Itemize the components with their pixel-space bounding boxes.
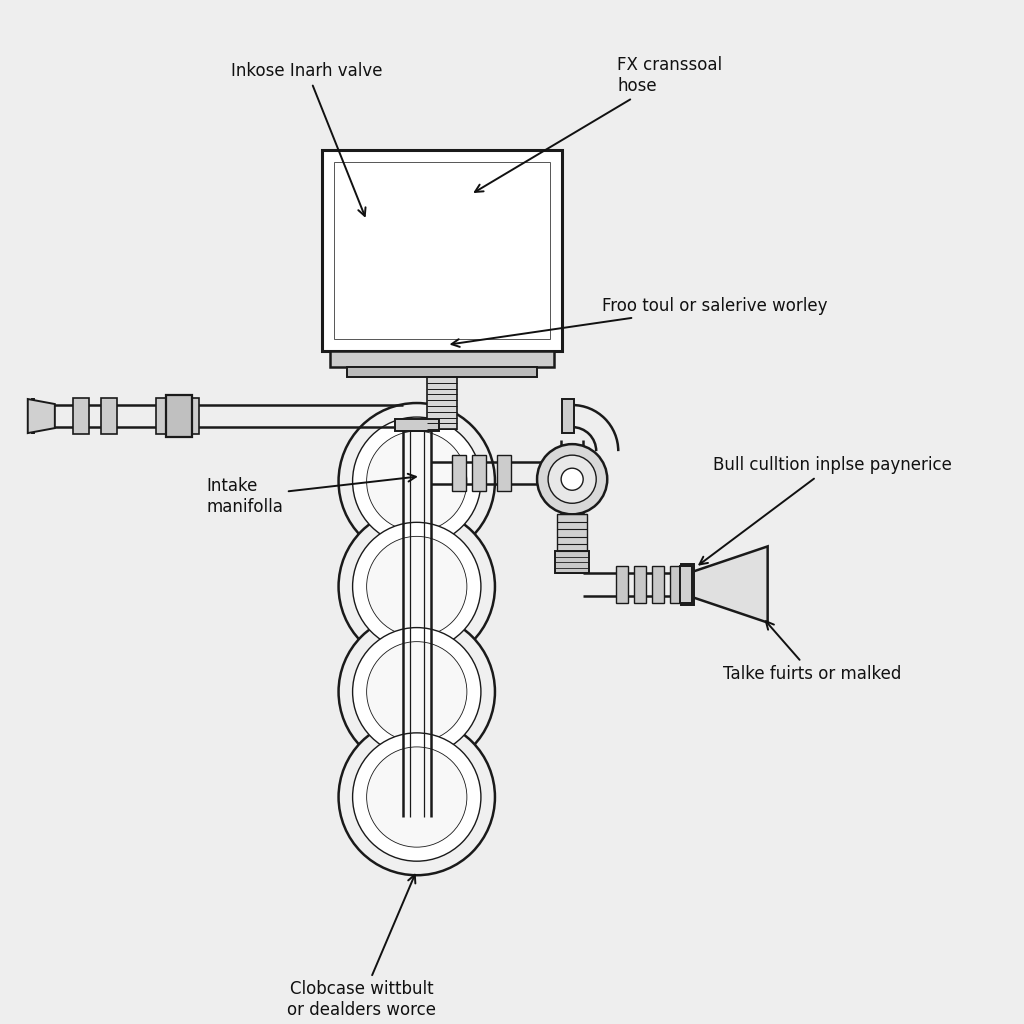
Polygon shape	[28, 399, 55, 433]
Bar	[452, 455, 466, 492]
Circle shape	[367, 642, 467, 741]
Bar	[322, 151, 562, 351]
Circle shape	[367, 746, 467, 847]
Bar	[616, 566, 629, 602]
Circle shape	[339, 613, 495, 770]
Circle shape	[367, 431, 467, 531]
Bar	[427, 377, 457, 429]
Text: Inkose Inarh valve: Inkose Inarh valve	[231, 62, 383, 216]
Bar	[472, 455, 486, 492]
Circle shape	[537, 444, 607, 514]
Bar	[330, 351, 554, 367]
Bar	[346, 367, 537, 377]
Circle shape	[339, 719, 495, 876]
Bar	[183, 398, 200, 434]
Text: FX cranssoal
hose: FX cranssoal hose	[475, 56, 722, 191]
Polygon shape	[690, 547, 768, 623]
Circle shape	[352, 628, 481, 756]
Text: Bull culltion inplse paynerice: Bull culltion inplse paynerice	[699, 457, 951, 564]
Bar	[652, 566, 665, 602]
Bar	[166, 395, 193, 437]
Text: Intake
manifolla: Intake manifolla	[206, 474, 416, 516]
Bar	[671, 566, 682, 602]
Bar	[680, 566, 692, 602]
Circle shape	[352, 522, 481, 650]
Circle shape	[352, 733, 481, 861]
Circle shape	[352, 417, 481, 546]
Bar	[101, 398, 117, 434]
Bar	[681, 564, 694, 604]
Text: Clobcase wittbult
or dealders worce: Clobcase wittbult or dealders worce	[287, 874, 436, 1019]
Circle shape	[548, 455, 596, 503]
Bar	[562, 399, 574, 433]
Circle shape	[561, 468, 584, 490]
Bar	[555, 458, 589, 470]
Bar	[73, 398, 89, 434]
Bar	[557, 514, 587, 551]
Text: Froo toul or salerive worley: Froo toul or salerive worley	[452, 297, 827, 347]
Bar	[402, 429, 431, 817]
Bar	[156, 398, 172, 434]
Bar	[555, 551, 589, 573]
Circle shape	[339, 508, 495, 665]
Bar	[394, 419, 439, 431]
Bar	[334, 163, 550, 339]
Circle shape	[339, 403, 495, 559]
Bar	[497, 455, 511, 492]
Text: Talke fuirts or malked: Talke fuirts or malked	[723, 622, 901, 683]
Circle shape	[367, 537, 467, 637]
Bar	[634, 566, 646, 602]
